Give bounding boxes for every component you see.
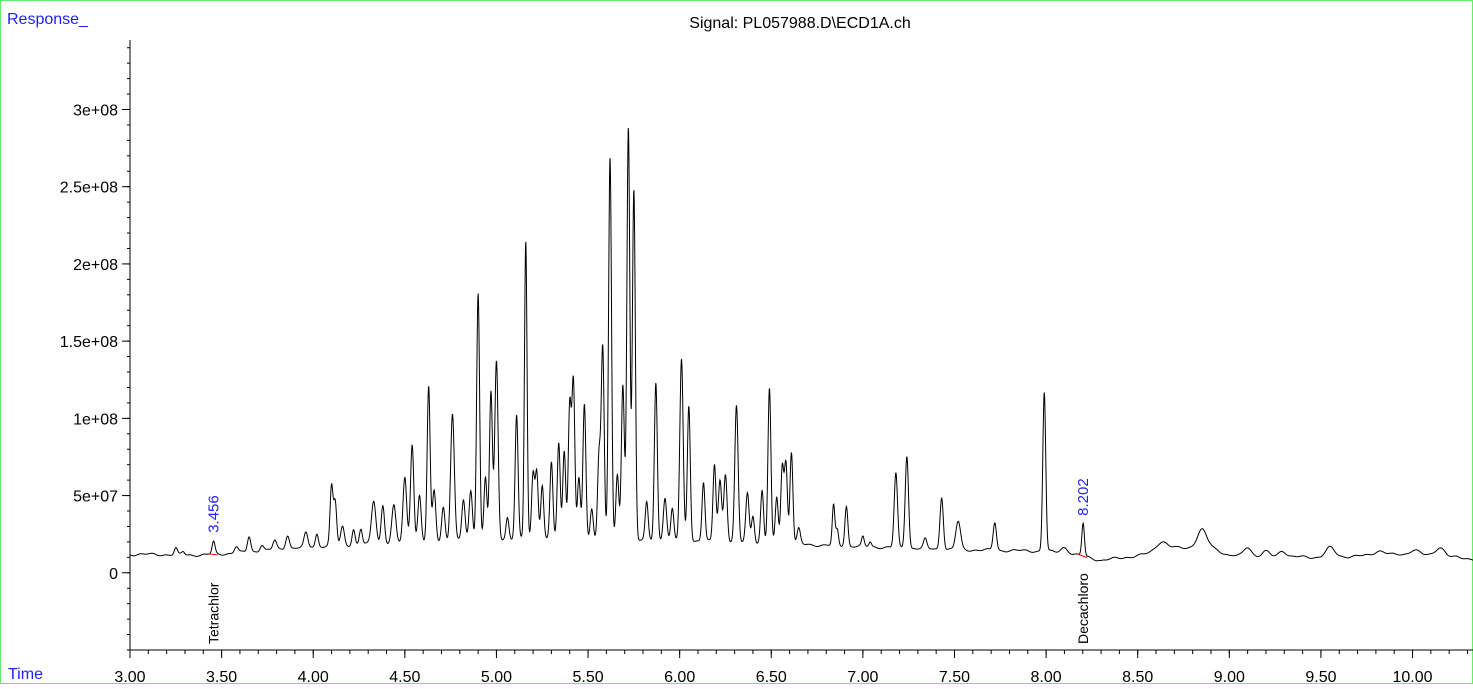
x-tick-label: 4.50 bbox=[389, 669, 420, 684]
x-tick-label: 10.00 bbox=[1393, 669, 1433, 684]
x-axis-ticks: 3.00 3.50 4.00 4.50 5.00 5.50 6.00 6.50 7.00 7.50… bbox=[114, 650, 1469, 686]
x-tick-label: 7.50 bbox=[939, 669, 970, 684]
compound-label: Tetrachlor bbox=[206, 582, 222, 644]
y-tick-label: 2.5e+08 bbox=[60, 180, 118, 197]
x-tick-label: 3.50 bbox=[206, 669, 237, 684]
x-tick-label: 9.00 bbox=[1214, 669, 1245, 684]
x-tick-label: 4.00 bbox=[298, 669, 329, 684]
x-axis-label: Time bbox=[8, 666, 43, 683]
y-axis-label: Response_ bbox=[7, 11, 88, 28]
y-tick-label: 3e+08 bbox=[73, 102, 118, 119]
integration-mark bbox=[1076, 553, 1088, 558]
y-axis-ticks: 0 5e+07 1e+08 1.5e+08 2e+08 2.5e+08 3e+08 bbox=[60, 47, 130, 651]
x-tick-label: 8.50 bbox=[1122, 669, 1153, 684]
plot-area: 3.456 Tetrachlor 8.202 Decachloro bbox=[129, 128, 1473, 644]
y-tick-label: 2e+08 bbox=[73, 257, 118, 274]
y-tick-label: 1e+08 bbox=[73, 411, 118, 428]
x-tick-label: 7.00 bbox=[847, 669, 878, 684]
retention-time-label: 3.456 bbox=[206, 495, 223, 533]
x-tick-label: 8.00 bbox=[1031, 669, 1062, 684]
y-tick-label: 0 bbox=[109, 566, 118, 583]
x-tick-label: 5.50 bbox=[572, 669, 603, 684]
integration-mark bbox=[207, 553, 218, 556]
y-tick-label: 5e+07 bbox=[73, 489, 118, 506]
y-tick-label: 1.5e+08 bbox=[60, 334, 118, 351]
x-tick-label: 3.00 bbox=[114, 669, 145, 684]
signal-trace bbox=[129, 128, 1473, 562]
chart-title: Signal: PL057988.D\ECD1A.ch bbox=[689, 15, 911, 32]
compound-label: Decachloro bbox=[1075, 573, 1091, 644]
x-tick-label: 5.00 bbox=[481, 669, 512, 684]
retention-time-label: 8.202 bbox=[1075, 478, 1092, 516]
x-tick-label: 9.50 bbox=[1305, 669, 1336, 684]
x-tick-label: 6.00 bbox=[664, 669, 695, 684]
x-tick-label: 6.50 bbox=[756, 669, 787, 684]
